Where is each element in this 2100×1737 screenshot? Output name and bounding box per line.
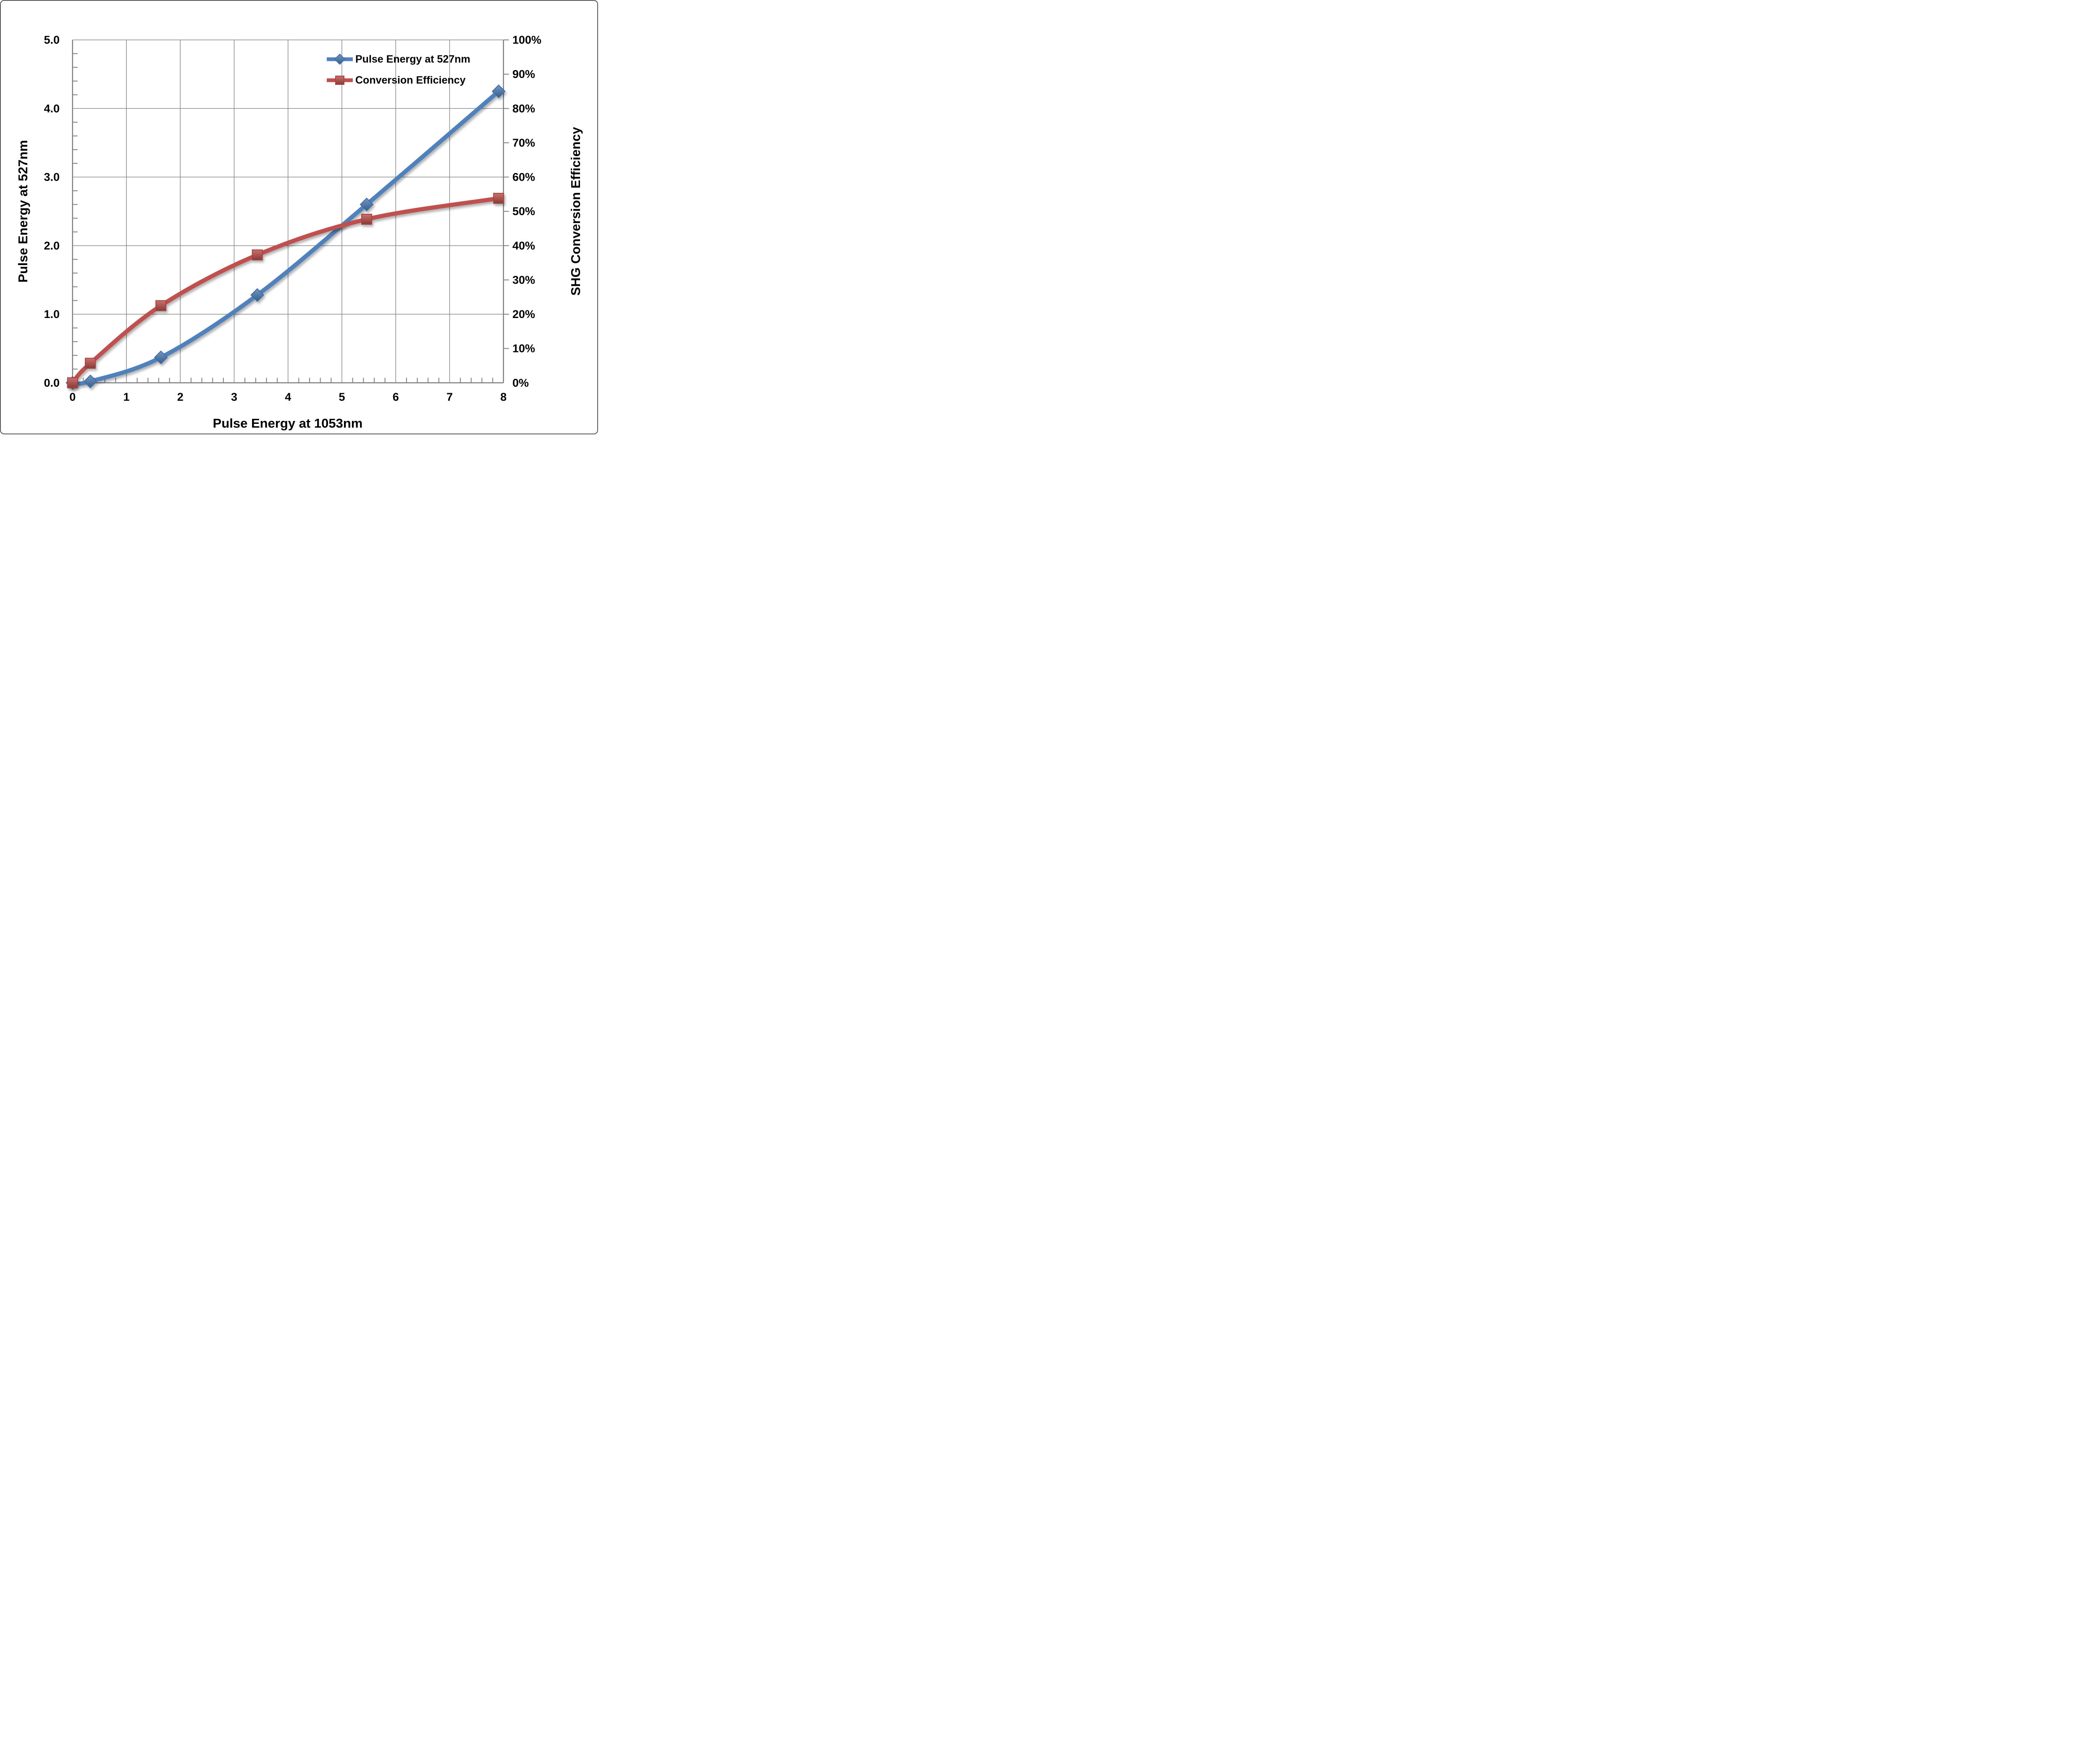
data-point-marker	[252, 249, 263, 260]
x-tick-label: 1	[123, 391, 129, 403]
x-tick-label: 3	[231, 391, 237, 403]
y-left-tick-label: 0.0	[44, 376, 60, 389]
y-right-tick-label: 60%	[512, 171, 535, 184]
x-tick-label: 4	[285, 391, 291, 403]
legend-key-square-icon	[327, 76, 353, 85]
data-point-marker	[491, 84, 506, 98]
y-left-tick-label: 4.0	[44, 102, 60, 115]
data-point-marker	[83, 374, 97, 389]
legend-key-diamond-icon	[327, 53, 353, 65]
y-right-tick-label: 70%	[512, 137, 535, 149]
y-left-tick-label: 1.0	[44, 308, 60, 321]
y-right-tick-label: 40%	[512, 239, 535, 252]
y-right-tick-label: 10%	[512, 342, 535, 355]
x-axis-title: Pulse Energy at 1053nm	[213, 416, 363, 431]
series-conversion-efficiency	[67, 193, 504, 389]
legend-item: Pulse Energy at 527nm	[327, 49, 470, 70]
y-left-tick-label: 5.0	[44, 34, 60, 46]
right-axis-title: SHG Conversion Efficiency	[568, 127, 583, 296]
y-right-tick-label: 90%	[512, 68, 535, 81]
legend-item: Conversion Efficiency	[327, 70, 470, 91]
y-left-tick-label: 2.0	[44, 239, 60, 252]
y-right-tick-label: 100%	[512, 34, 541, 46]
y-right-tick-label: 80%	[512, 102, 535, 115]
data-point-marker	[85, 357, 96, 369]
data-point-marker	[361, 213, 372, 225]
series-pulse-energy	[66, 84, 506, 390]
x-tick-label: 8	[500, 391, 507, 403]
data-point-marker	[67, 377, 78, 389]
data-point-marker	[154, 350, 168, 365]
left-axis-title: Pulse Energy at 527nm	[16, 140, 30, 283]
legend-item-label: Conversion Efficiency	[355, 74, 466, 86]
data-point-marker	[493, 193, 504, 204]
plot-area: 0 1 2 3 4 5 6 7 8 0.0 1.0 2.0 3.0 4.0 5.0 0% 10% 20% 30% 40…	[44, 34, 541, 403]
data-point-marker	[250, 288, 265, 302]
y-right-tick-label: 0%	[512, 376, 529, 389]
chart-canvas: 0 1 2 3 4 5 6 7 8 0.0 1.0 2.0 3.0 4.0 5.0 0% 10% 20% 30% 40…	[0, 0, 598, 434]
y-right-tick-label: 20%	[512, 308, 535, 321]
series-line	[70, 89, 501, 386]
legend: Pulse Energy at 527nm Conversion Efficien…	[327, 49, 470, 91]
x-tick-label: 6	[393, 391, 399, 403]
x-tick-label: 2	[177, 391, 184, 403]
y-right-tick-label: 50%	[512, 205, 535, 218]
x-tick-label: 0	[69, 391, 76, 403]
x-tick-label: 7	[446, 391, 453, 403]
data-point-marker	[360, 197, 374, 212]
series-line	[70, 196, 501, 385]
x-tick-label: 5	[339, 391, 345, 403]
y-right-tick-label: 30%	[512, 273, 535, 286]
legend-item-label: Pulse Energy at 527nm	[355, 53, 470, 65]
y-left-tick-label: 3.0	[44, 171, 60, 184]
data-point-marker	[155, 300, 167, 311]
